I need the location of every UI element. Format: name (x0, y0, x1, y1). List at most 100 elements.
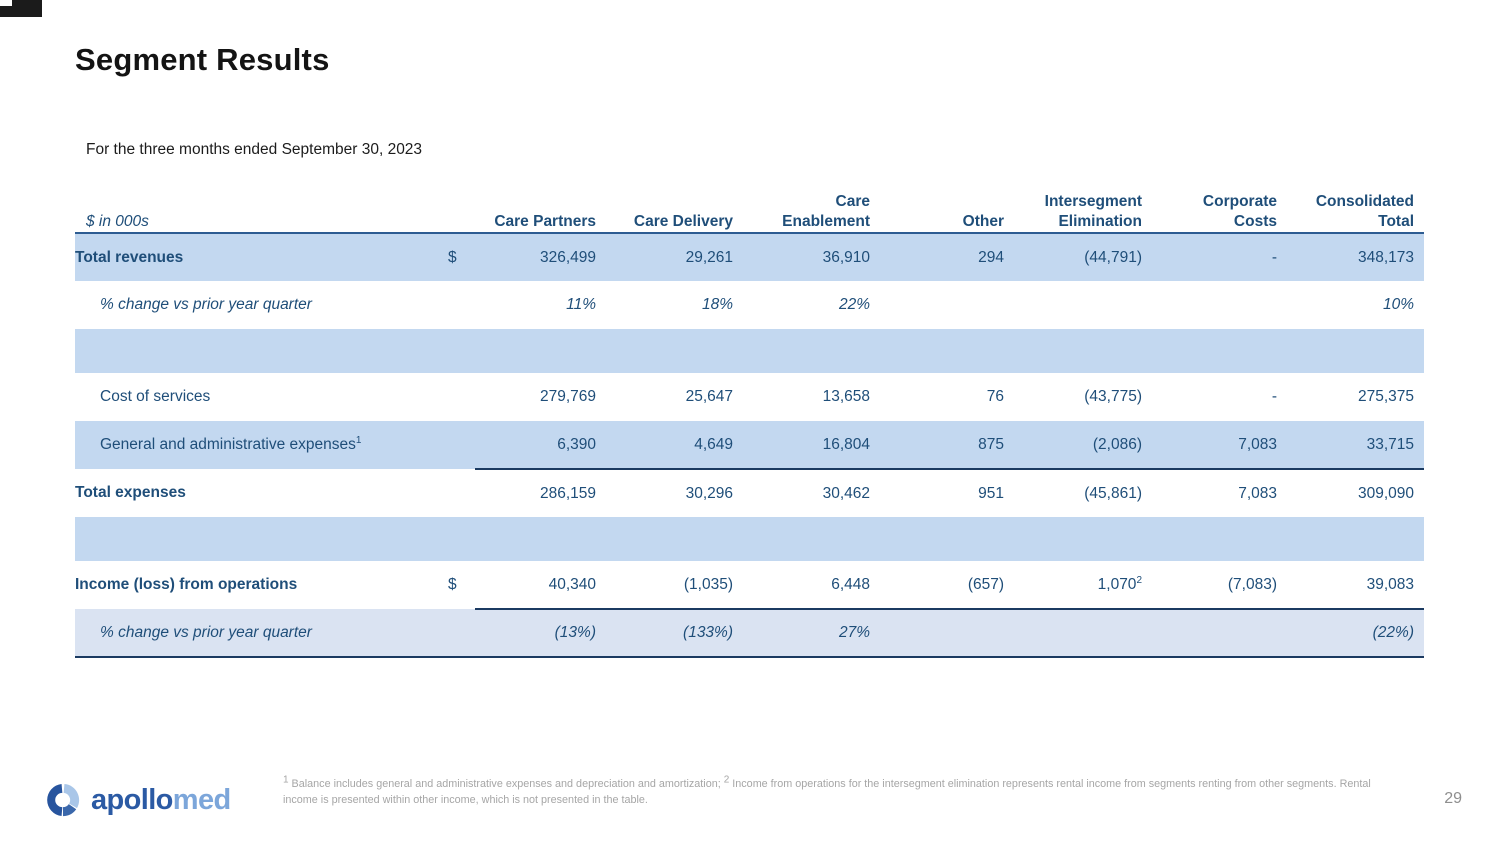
cell-corporate-costs: 7,083 (1238, 484, 1277, 502)
cell-care-delivery: 25,647 (685, 388, 733, 405)
cell-care-enablement: 36,910 (822, 248, 870, 266)
cell-label: General and administrative expenses1 (75, 421, 448, 469)
cell-other: 76 (986, 388, 1004, 405)
col-header-care-partners: Care Partners (475, 180, 596, 234)
ga-footnote-ref: 1 (355, 434, 362, 446)
cell-intersegment-elimination: (2,086) (1004, 421, 1142, 470)
cell-intersegment-elimination: (45,861) (1084, 484, 1142, 502)
cell-care-enablement: 30,462 (822, 484, 870, 502)
col-header-consolidated-total: Consolidated Total (1277, 180, 1424, 234)
col-header-other: Other (870, 180, 1004, 234)
cell-care-delivery: 30,296 (685, 484, 733, 502)
cell-care-partners: 6,390 (475, 421, 596, 470)
apollomed-logo: apollomed (44, 781, 231, 819)
row-total-revenues: Total revenues $ 326,499 29,261 36,910 2… (75, 233, 1424, 281)
cell-other (870, 609, 1004, 658)
cell-care-delivery: (1,035) (596, 561, 733, 610)
cell-label: Total expenses (75, 484, 186, 501)
cell-other: (657) (870, 561, 1004, 610)
cell-care-enablement: 27% (733, 609, 870, 658)
logo-text-apollo: apollo (91, 783, 173, 816)
cell-care-enablement: 16,804 (733, 421, 870, 470)
cell-corporate-costs (1142, 609, 1277, 658)
row-total-expenses: Total expenses 286,159 30,296 30,462 951… (75, 469, 1424, 517)
cell-care-partners: 40,340 (475, 561, 596, 610)
cell-care-delivery: 4,649 (596, 421, 733, 470)
cell-care-partners: 279,769 (539, 388, 596, 405)
cell-label: Total revenues (75, 248, 184, 266)
cell-other (870, 281, 1004, 329)
footnote-text-2: Income from operations for the intersegm… (283, 778, 1371, 807)
cell-consolidated-total: 39,083 (1277, 561, 1424, 610)
cell-intersegment-elimination (1004, 281, 1142, 329)
cell-corporate-costs: - (1271, 388, 1277, 405)
cell-consolidated-total: 348,173 (1357, 248, 1414, 266)
cell-care-delivery: (133%) (596, 609, 733, 658)
col-header-intersegment-elimination: Intersegment Elimination (1004, 180, 1142, 234)
cell-other: 875 (870, 421, 1004, 470)
row-ga-expenses: General and administrative expenses1 6,3… (75, 421, 1424, 470)
cell-dollar (448, 373, 475, 421)
ie-income-value: 1,070 (1097, 575, 1137, 593)
table-header-row: $ in 000s Care Partners Care Delivery Ca… (75, 180, 1424, 234)
cell-consolidated-total: 33,715 (1277, 421, 1424, 470)
ie-footnote-ref: 2 (1136, 574, 1142, 586)
row-income-change: % change vs prior year quarter (13%) (13… (75, 609, 1424, 658)
footnote-sup-2: 2 (723, 774, 730, 786)
corner-mark (0, 0, 42, 17)
cell-dollar (448, 609, 475, 658)
cell-consolidated-total: 10% (1382, 296, 1414, 313)
row-income-from-operations: Income (loss) from operations $ 40,340 (… (75, 561, 1424, 610)
cell-consolidated-total: 275,375 (1357, 388, 1414, 405)
logo-text-med: med (172, 783, 231, 816)
col-header-dollar (448, 180, 475, 234)
page-number: 29 (1444, 790, 1462, 807)
segment-results-table: $ in 000s Care Partners Care Delivery Ca… (75, 180, 1424, 658)
unit-label: $ in 000s (75, 180, 448, 234)
footnote: 1 Balance includes general and administr… (283, 774, 1408, 808)
cell-care-partners: 326,499 (539, 248, 596, 266)
cell-label: % change vs prior year quarter (100, 296, 312, 313)
cell-label: Income (loss) from operations (75, 576, 298, 593)
corner-notch (0, 0, 12, 6)
cell-care-delivery: 29,261 (685, 248, 733, 266)
cell-corporate-costs: 7,083 (1142, 421, 1277, 470)
cell-label: % change vs prior year quarter (75, 609, 448, 658)
cell-dollar: $ (448, 248, 457, 266)
cell-intersegment-elimination: 1,0702 (1004, 561, 1142, 610)
page-title: Segment Results (75, 42, 330, 77)
row-spacer (75, 329, 1424, 373)
cell-care-partners: 286,159 (539, 484, 596, 502)
cell-consolidated-total: (22%) (1277, 609, 1424, 658)
row-revenue-change: % change vs prior year quarter 11% 18% 2… (75, 281, 1424, 329)
cell-care-enablement: 22% (838, 296, 870, 313)
cell-intersegment-elimination: (43,775) (1084, 388, 1142, 405)
row-spacer (75, 517, 1424, 561)
cell-dollar (448, 421, 475, 469)
spacer-band (75, 517, 1424, 561)
logo-wordmark: apollomed (91, 784, 231, 817)
cell-other: 294 (978, 248, 1004, 266)
ga-label: General and administrative expenses (100, 436, 356, 453)
swirl-circle-icon (47, 783, 80, 817)
cell-other: 951 (978, 484, 1004, 502)
cell-intersegment-elimination (1004, 609, 1142, 658)
footnote-text-1: Balance includes general and administrat… (288, 778, 724, 790)
cell-intersegment-elimination: (44,791) (1084, 248, 1142, 266)
spacer-band (75, 329, 1424, 373)
period-subtitle: For the three months ended September 30,… (86, 141, 423, 158)
col-header-corporate-costs: Corporate Costs (1142, 180, 1277, 234)
cell-care-delivery: 18% (701, 296, 733, 313)
cell-care-enablement: 6,448 (733, 561, 870, 610)
cell-dollar (448, 281, 475, 329)
cell-corporate-costs (1142, 281, 1277, 329)
cell-dollar (448, 469, 475, 517)
cell-care-enablement: 13,658 (822, 388, 870, 405)
cell-care-partners: (13%) (475, 609, 596, 658)
cell-consolidated-total: 309,090 (1357, 484, 1414, 502)
col-header-care-delivery: Care Delivery (596, 180, 733, 234)
cell-label: Cost of services (100, 388, 211, 405)
row-cost-of-services: Cost of services 279,769 25,647 13,658 7… (75, 373, 1424, 421)
cell-care-partners: 11% (566, 296, 596, 313)
